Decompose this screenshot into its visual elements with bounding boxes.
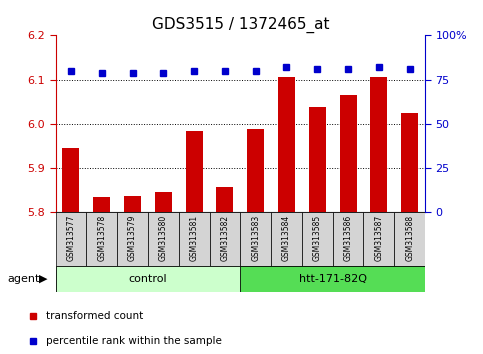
Bar xyxy=(56,266,241,292)
Bar xyxy=(155,193,172,212)
Text: transformed count: transformed count xyxy=(46,311,143,321)
Bar xyxy=(333,212,364,266)
Bar xyxy=(370,76,387,212)
Bar xyxy=(364,212,394,266)
Text: control: control xyxy=(128,274,167,284)
Bar xyxy=(93,197,110,212)
Bar xyxy=(271,212,302,266)
Bar xyxy=(185,131,202,212)
Bar xyxy=(309,107,326,212)
Bar xyxy=(394,212,425,266)
Text: GSM313586: GSM313586 xyxy=(343,215,353,261)
Bar xyxy=(179,212,210,266)
Text: GSM313577: GSM313577 xyxy=(67,215,75,262)
Bar xyxy=(216,187,233,212)
Title: GDS3515 / 1372465_at: GDS3515 / 1372465_at xyxy=(152,16,329,33)
Text: GSM313581: GSM313581 xyxy=(190,215,199,261)
Text: htt-171-82Q: htt-171-82Q xyxy=(298,274,367,284)
Text: GSM313584: GSM313584 xyxy=(282,215,291,261)
Bar xyxy=(148,212,179,266)
Text: GSM313582: GSM313582 xyxy=(220,215,229,261)
Bar xyxy=(278,76,295,212)
Bar xyxy=(240,212,271,266)
Bar xyxy=(62,148,79,212)
Bar xyxy=(124,196,141,212)
Bar xyxy=(117,212,148,266)
Text: GSM313579: GSM313579 xyxy=(128,215,137,262)
Text: GSM313583: GSM313583 xyxy=(251,215,260,261)
Text: GSM313580: GSM313580 xyxy=(159,215,168,261)
Bar xyxy=(247,129,264,212)
Bar xyxy=(56,212,86,266)
Bar xyxy=(340,95,356,212)
Text: GSM313585: GSM313585 xyxy=(313,215,322,261)
Bar xyxy=(302,212,333,266)
Bar xyxy=(401,113,418,212)
Bar xyxy=(86,212,117,266)
Text: GSM313578: GSM313578 xyxy=(97,215,106,261)
Text: GSM313587: GSM313587 xyxy=(374,215,384,261)
Bar xyxy=(210,212,240,266)
Text: GSM313588: GSM313588 xyxy=(405,215,414,261)
Text: agent: agent xyxy=(7,274,40,284)
Text: ▶: ▶ xyxy=(39,274,48,284)
Text: percentile rank within the sample: percentile rank within the sample xyxy=(46,336,222,346)
Bar xyxy=(240,266,425,292)
